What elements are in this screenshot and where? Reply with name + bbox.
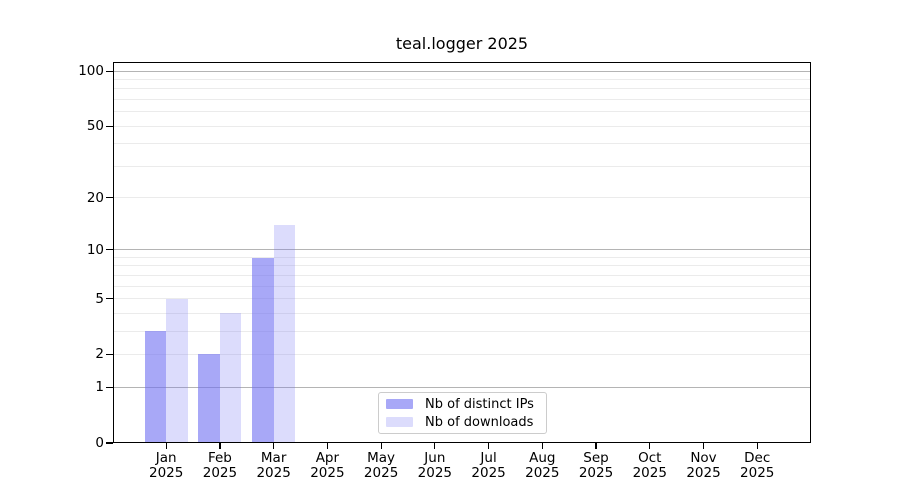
bar-mar-distinct-ips	[252, 257, 274, 443]
gridline-major-10	[113, 249, 811, 251]
bar-jan-downloads	[166, 298, 188, 443]
x-tick-label-jan: Jan 2025	[149, 450, 184, 481]
legend-swatch-downloads	[386, 417, 413, 427]
x-tick-may	[380, 443, 382, 449]
plot-area	[113, 62, 811, 443]
y-tick-5	[106, 298, 113, 300]
x-tick-jan	[165, 443, 167, 449]
gridline-minor-20	[113, 197, 811, 199]
y-tick-label-1: 1	[95, 379, 104, 396]
bar-feb-downloads	[219, 313, 242, 443]
x-tick-label-mar: Mar 2025	[256, 450, 291, 481]
gridline-minor-3	[113, 330, 811, 332]
chart-title: teal.logger 2025	[395, 34, 529, 53]
gridline-minor-90	[113, 79, 811, 81]
x-tick-label-apr: Apr 2025	[310, 450, 345, 481]
x-tick-feb	[219, 443, 221, 449]
bar-jan-distinct-ips	[144, 331, 167, 443]
gridline-minor-8	[113, 265, 811, 267]
legend-swatch-distinct-ips	[386, 399, 413, 409]
x-tick-mar	[273, 443, 275, 449]
x-tick-label-oct: Oct 2025	[632, 450, 667, 481]
y-tick-label-2: 2	[95, 346, 104, 363]
gridline-minor-7	[113, 274, 811, 276]
gridline-minor-40	[113, 143, 811, 145]
gridline-minor-50	[113, 125, 811, 127]
y-tick-10	[106, 249, 113, 251]
gridline-minor-30	[113, 165, 811, 167]
gridline-major-1	[113, 386, 811, 388]
x-tick-jul	[487, 443, 490, 449]
legend-item-downloads: Nb of downloads	[386, 415, 539, 430]
x-tick-jun	[434, 443, 436, 449]
x-tick-label-may: May 2025	[363, 450, 399, 481]
x-tick-label-dec: Dec 2025	[740, 450, 775, 481]
legend: Nb of distinct IPs Nb of downloads	[378, 392, 547, 434]
x-tick-label-sep: Sep 2025	[578, 450, 614, 481]
x-tick-label-feb: Feb 2025	[202, 450, 238, 481]
x-tick-nov	[702, 443, 705, 449]
x-tick-dec	[756, 443, 758, 449]
gridline-minor-2	[113, 353, 811, 355]
x-tick-label-jul: Jul 2025	[471, 450, 506, 481]
x-tick-sep	[595, 443, 597, 449]
y-tick-20	[106, 197, 113, 199]
gridline-minor-70	[113, 99, 811, 101]
y-tick-0	[106, 442, 113, 444]
bar-feb-distinct-ips	[198, 354, 220, 443]
gridline-major-100	[113, 70, 811, 72]
gridline-minor-6	[113, 285, 811, 287]
y-tick-label-50: 50	[86, 118, 104, 135]
gridline-minor-60	[113, 111, 811, 113]
legend-label-distinct-ips: Nb of distinct IPs	[425, 396, 534, 412]
gridline-minor-5	[113, 298, 811, 300]
x-tick-aug	[541, 443, 543, 449]
y-tick-2	[106, 353, 113, 356]
legend-item-distinct-ips: Nb of distinct IPs	[386, 397, 539, 412]
y-tick-label-20: 20	[86, 189, 104, 206]
x-tick-oct	[649, 443, 651, 449]
x-tick-label-nov: Nov 2025	[686, 450, 721, 481]
y-tick-label-100: 100	[78, 63, 104, 80]
bar-mar-downloads	[273, 224, 296, 443]
gridline-minor-9	[113, 257, 811, 258]
y-tick-label-0: 0	[95, 435, 104, 451]
gridline-minor-80	[113, 88, 811, 90]
x-tick-label-jun: Jun 2025	[417, 450, 453, 481]
gridline-minor-4	[113, 312, 811, 314]
legend-label-downloads: Nb of downloads	[425, 414, 534, 430]
y-tick-label-10: 10	[86, 241, 104, 258]
y-tick-1	[106, 386, 113, 388]
y-tick-100	[106, 70, 113, 72]
y-tick-50	[106, 125, 113, 127]
x-tick-label-aug: Aug 2025	[525, 450, 560, 481]
y-tick-label-5: 5	[95, 290, 104, 307]
x-tick-apr	[326, 443, 328, 449]
